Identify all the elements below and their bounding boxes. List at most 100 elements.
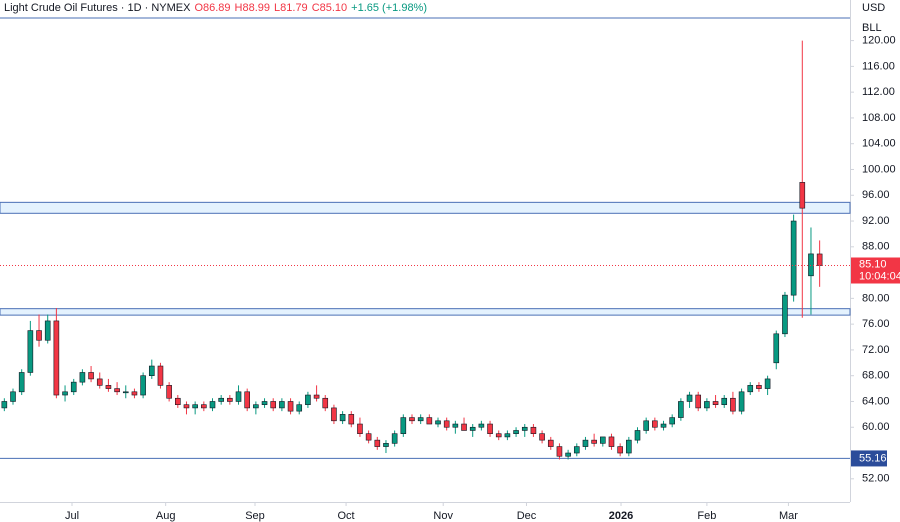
y-tick-label: 120.00 <box>862 35 896 47</box>
candle-body <box>270 401 277 409</box>
candle-body <box>374 439 381 447</box>
candle-body <box>704 401 710 409</box>
candle-body <box>547 439 554 447</box>
candle-body <box>339 414 346 422</box>
candle-body <box>608 436 615 447</box>
candle-body <box>183 404 190 409</box>
candle-body <box>409 417 415 422</box>
candle-body <box>591 439 597 444</box>
level-label-box <box>851 450 887 467</box>
candle-body <box>799 182 806 209</box>
x-tick-label: Dec <box>517 510 537 522</box>
y-tick-label: 60.00 <box>862 421 890 433</box>
y-tick-label: 96.00 <box>862 189 890 201</box>
candle-body <box>730 397 736 412</box>
y-tick-label: 64.00 <box>862 395 890 407</box>
candle-body <box>469 426 476 431</box>
y-tick-label: 100.00 <box>862 163 896 175</box>
unit: BLL <box>862 22 882 34</box>
candle-body <box>660 423 667 428</box>
candle-body <box>175 397 181 405</box>
candle-body <box>521 426 528 431</box>
candle-body <box>313 394 320 399</box>
candle-body <box>18 372 25 393</box>
candle-body <box>573 446 580 454</box>
x-tick-label: Feb <box>697 510 716 522</box>
candle-body <box>678 401 684 418</box>
y-tick-label: 92.00 <box>862 215 890 227</box>
legend-value: L81.79 <box>274 2 308 14</box>
candle-body <box>652 420 658 428</box>
candle-body <box>764 378 771 389</box>
x-tick-label: Jul <box>65 510 79 522</box>
candle-body <box>331 407 337 422</box>
candle-body <box>357 423 363 434</box>
candle-body <box>461 423 467 431</box>
candle-body <box>348 414 355 425</box>
zone <box>0 308 851 316</box>
candle-body <box>643 420 649 431</box>
candle-body <box>53 320 60 396</box>
candle-body <box>253 404 259 409</box>
candle-body <box>296 404 303 412</box>
candle-body <box>756 385 762 389</box>
candle-body <box>773 333 780 364</box>
candle-body <box>782 294 788 335</box>
candle-body <box>365 433 372 441</box>
candle-body <box>148 365 155 376</box>
candle-body <box>443 420 450 428</box>
candle-body <box>114 388 120 393</box>
zone <box>0 201 851 214</box>
x-tick-label: Oct <box>338 510 355 522</box>
candle-body <box>565 452 571 457</box>
candle-body <box>235 391 242 402</box>
last-price-label: 85.10 <box>859 258 887 270</box>
candle-body <box>721 397 728 405</box>
candle-body <box>261 401 268 405</box>
candle-body <box>157 365 164 386</box>
x-tick-label: Sep <box>245 510 265 522</box>
candle-body <box>122 391 129 394</box>
candle-body <box>192 404 198 409</box>
candle-body <box>131 391 138 396</box>
candle-body <box>695 394 702 409</box>
legend-change: +1.65 (+1.98%) <box>351 2 427 14</box>
legend-value: H88.99 <box>235 2 270 14</box>
candle-body <box>1 401 8 409</box>
candle-body <box>600 436 606 444</box>
candle-body <box>435 420 441 425</box>
y-tick-label: 72.00 <box>862 344 890 356</box>
header-title: Light Crude Oil Futures · 1D · NYMEX <box>4 2 191 14</box>
candle-body <box>400 417 407 434</box>
candle-body <box>747 385 754 393</box>
candle-body <box>487 423 493 434</box>
level-label: 55.16 <box>859 452 887 464</box>
x-tick-label: Aug <box>156 510 176 522</box>
candle-body <box>287 401 294 412</box>
candle-body <box>417 417 424 422</box>
candle-body <box>44 320 51 341</box>
candle-body <box>244 391 250 409</box>
candle-body <box>279 401 285 409</box>
candle-body <box>70 381 77 393</box>
candle-body <box>322 397 329 409</box>
candle-body <box>426 417 433 425</box>
candle-body <box>478 423 485 428</box>
legend-value: C85.10 <box>312 2 347 14</box>
candle-body <box>36 330 42 341</box>
y-tick-label: 88.00 <box>862 241 890 253</box>
y-tick-label: 108.00 <box>862 112 896 124</box>
candle-body <box>513 430 519 434</box>
candle-body <box>209 401 216 409</box>
candle-body <box>808 253 814 277</box>
candle-body <box>626 439 632 454</box>
candle-body <box>105 385 112 389</box>
y-tick-label: 104.00 <box>862 138 896 150</box>
countdown-label: 10:04:04 <box>859 270 900 282</box>
candle-body <box>530 426 537 434</box>
candle-body <box>617 446 623 454</box>
candle-body <box>452 423 459 428</box>
candle-body <box>816 253 823 266</box>
